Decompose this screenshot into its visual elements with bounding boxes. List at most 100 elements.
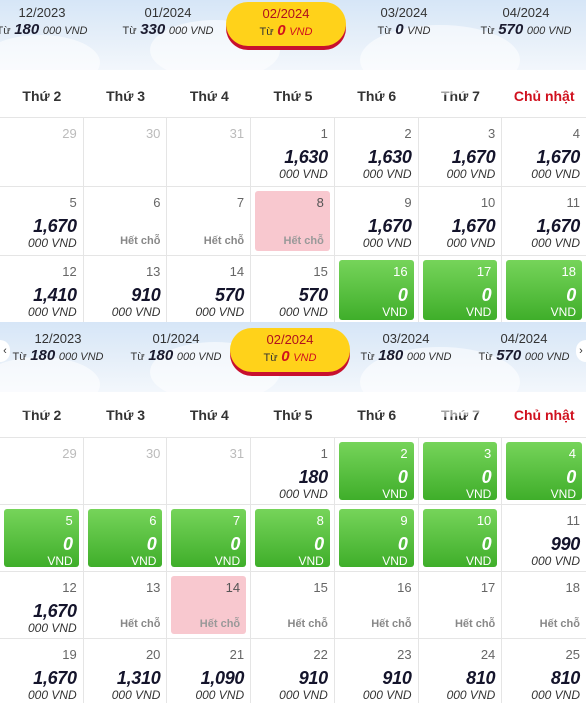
price-unit: VND [550,487,576,501]
price-unit: 000 VND [362,236,412,250]
day-cell: 31 [167,118,252,187]
sold-out-label: Hết chỗ [371,618,412,630]
day-cell[interactable]: 19 1,670 000 VND [0,639,84,703]
chevron-left-icon[interactable]: ‹ [0,340,10,362]
day-cell[interactable]: 25 810 000 VND [502,639,586,703]
day-cell[interactable]: 9 1,670 000 VND [334,187,419,256]
weekday-label: Thứ 6 [357,406,397,423]
month-tab[interactable]: 12/2023 Từ 180 000 VND [0,331,118,364]
day-cell[interactable]: 8 0 VND [251,505,335,572]
day-cell[interactable]: 11 1,670 000 VND [502,187,586,256]
day-number: 12 [62,264,77,279]
month-tab[interactable]: 01/2024 Từ 330 000 VND [108,5,228,38]
sold-out-label: Hết chỗ [203,235,245,247]
month-tab[interactable]: 04/2024 Từ 570 000 VND [464,331,584,364]
price-unit: VND [382,305,408,319]
day-cell[interactable]: 4 0 VND [502,438,586,505]
day-cell[interactable]: 6 0 VND [83,505,168,572]
cheapest-fare-highlight [422,260,498,320]
day-cell[interactable]: 8 Hết chỗ [251,187,335,256]
day-cell[interactable]: 18 Hết chỗ [502,572,586,639]
month-min-price: Từ 570 000 VND [478,347,570,364]
day-cell[interactable]: 12 1,670 000 VND [0,572,84,639]
day-cell[interactable]: 15 570 000 VND [251,256,335,322]
day-cell[interactable]: 12 1,410 000 VND [0,256,84,322]
day-cell[interactable]: 1 180 000 VND [251,438,335,505]
day-cell[interactable]: 21 1,090 000 VND [167,639,252,703]
day-cell[interactable]: 15 Hết chỗ [251,572,335,639]
day-cell[interactable]: 6 Hết chỗ [83,187,168,256]
fare-calendar-1: 12/2023 Từ 180 000 VND 01/2024 Từ 330 00… [0,0,586,322]
day-cell: 29 [0,438,84,505]
day-cell[interactable]: 3 1,670 000 VND [418,118,503,187]
price-unit: 000 VND [28,305,77,319]
day-price: 1,670 [536,216,580,236]
day-cell[interactable]: 18 0 VND [502,256,586,322]
price-unit: 000 VND [531,688,580,702]
sold-out-label: Hết chỗ [283,235,324,247]
day-cell[interactable]: 2 0 VND [334,438,419,505]
day-cell[interactable]: 20 1,310 000 VND [84,639,168,703]
weekday-label: Thứ 5 [273,406,313,423]
day-cell[interactable]: 4 1,670 000 VND [502,118,586,187]
day-price: 1,670 [33,601,77,621]
day-grid: 29 30 31 1 180 000 VND 2 0 VND 3 0 VND 4 0 VND 5 0 VND 6 0 V… [0,438,586,703]
day-cell[interactable]: 23 910 000 VND [335,639,419,703]
selected-day-highlight [255,191,330,251]
selected-month-badge [226,2,346,46]
day-number: 4 [572,126,580,141]
month-tab[interactable]: 01/2024 Từ 180 000 VND [116,331,236,364]
day-price: 0 [481,534,492,554]
day-cell[interactable]: 14 570 000 VND [167,256,252,322]
chevron-right-icon[interactable]: › [576,340,586,362]
day-number: 1 [320,126,328,141]
day-number: 7 [236,195,245,210]
day-cell[interactable]: 14 Hết chỗ [167,572,252,639]
day-cell[interactable]: 10 0 VND [418,505,503,572]
day-cell[interactable]: 13 910 000 VND [84,256,168,322]
day-cell[interactable]: 10 1,670 000 VND [418,187,503,256]
month-min-price: Từ 180 000 VND [0,21,88,38]
month-tab-selected[interactable]: 02/2024 Từ 0 VND [226,2,346,46]
day-cell[interactable]: 11 990 000 VND [502,505,586,572]
month-tab-selected[interactable]: 02/2024 Từ 0 VND [230,328,350,372]
day-price: 0 [397,285,408,305]
price-unit: 000 VND [279,167,328,181]
price-unit: 000 VND [279,487,328,501]
day-cell[interactable]: 9 0 VND [334,505,419,572]
price-unit: 000 VND [531,167,580,181]
day-cell[interactable]: 5 1,670 000 VND [0,187,84,256]
sold-out-label: Hết chỗ [454,618,496,630]
day-number: 13 [145,580,161,595]
price-unit: VND [131,554,157,568]
day-cell[interactable]: 5 0 VND [0,505,84,572]
price-unit: 000 VND [28,621,77,635]
day-cell[interactable]: 22 910 000 VND [251,639,335,703]
selected-day-highlight [171,576,247,634]
day-cell[interactable]: 17 0 VND [419,256,503,322]
month-tab[interactable]: 03/2024 Từ 0 VND [344,5,464,38]
day-number: 15 [313,264,328,279]
day-price: 180 [298,467,328,487]
month-tab[interactable]: 03/2024 Từ 180 000 VND [346,331,466,364]
month-tab[interactable]: 12/2023 Từ 180 000 VND [0,5,102,38]
cheapest-fare-highlight [338,509,414,567]
day-number: 12 [62,580,77,595]
day-cell[interactable]: 7 0 VND [167,505,252,572]
day-cell[interactable]: 24 810 000 VND [419,639,503,703]
day-cell[interactable]: 1 1,630 000 VND [251,118,335,187]
month-label: 01/2024 [152,331,200,346]
day-cell[interactable]: 3 0 VND [418,438,503,505]
weekday-label: Thứ 5 [273,87,313,104]
sold-out-label: Hết chỗ [120,235,161,247]
day-cell[interactable]: 7 Hết chỗ [167,187,252,256]
day-number: 2 [400,446,408,461]
day-number: 22 [313,647,328,662]
day-cell[interactable]: 17 Hết chỗ [418,572,503,639]
day-cell[interactable]: 13 Hết chỗ [83,572,168,639]
day-cell[interactable]: 16 Hết chỗ [334,572,419,639]
day-price: 570 [298,285,328,305]
day-cell[interactable]: 2 1,630 000 VND [334,118,419,187]
day-cell[interactable]: 16 0 VND [335,256,419,322]
month-tab[interactable]: 04/2024 Từ 570 000 VND [466,5,586,38]
